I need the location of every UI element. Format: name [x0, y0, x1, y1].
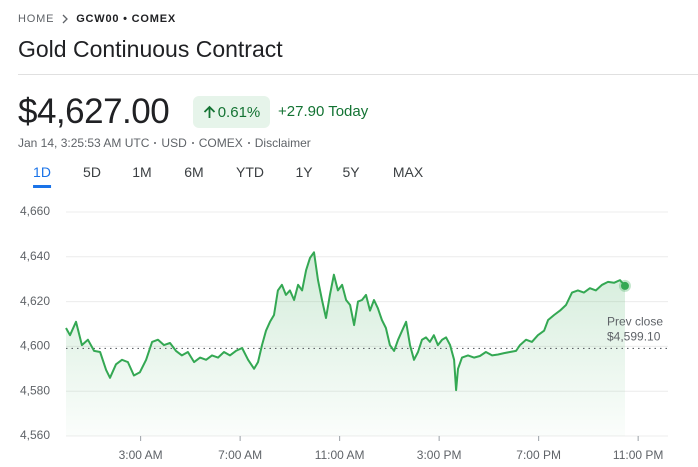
up-arrow-icon: [203, 105, 215, 118]
page-title: Gold Continuous Contract: [18, 36, 283, 62]
y-tick-label: 4,660: [20, 204, 50, 218]
separator-dot: [154, 142, 157, 144]
prev-close-value: $4,599.10: [607, 330, 661, 344]
range-tab[interactable]: 5Y: [342, 164, 360, 180]
range-tab[interactable]: 1M: [132, 164, 152, 180]
range-tab[interactable]: 1Y: [295, 164, 313, 180]
x-tick-label: 7:00 PM: [516, 448, 561, 462]
change-chip: 0.61%: [193, 96, 270, 128]
breadcrumb-home[interactable]: HOME: [18, 13, 55, 25]
range-tab[interactable]: 6M: [184, 164, 204, 180]
x-tick-label: 7:00 AM: [218, 448, 262, 462]
range-tab[interactable]: 1D: [33, 164, 51, 188]
y-tick-label: 4,620: [20, 294, 50, 308]
quote-meta: Jan 14, 3:25:53 AM UTC USD COMEX Disclaimer: [18, 136, 311, 150]
x-tick-label: 11:00 AM: [315, 448, 365, 462]
chevron-icon: [62, 14, 69, 24]
breadcrumb-current: GCW00 • COMEX: [76, 13, 177, 25]
area: [66, 252, 625, 436]
x-tick-label: 3:00 PM: [417, 448, 462, 462]
range-tab[interactable]: YTD: [236, 164, 264, 180]
y-tick-label: 4,640: [20, 249, 50, 263]
separator-dot: [191, 142, 194, 144]
price-line: [65, 251, 626, 392]
divider: [18, 74, 698, 75]
prev-close-title: Prev close: [607, 315, 663, 329]
y-tick-label: 4,600: [20, 339, 50, 353]
meta-item: COMEX: [198, 136, 243, 150]
x-tick-label: 11:00 PM: [613, 448, 663, 462]
meta-item: USD: [161, 136, 187, 150]
y-tick-label: 4,560: [20, 428, 50, 442]
last-point: [620, 281, 629, 290]
x-tick-label: 3:00 AM: [119, 448, 163, 462]
range-tabs: 1D 5D 1M 6M YTD 1Y 5Y MAX: [0, 164, 460, 188]
separator-dot: [247, 142, 250, 144]
meta-item: Jan 14, 3:25:53 AM UTC: [18, 136, 150, 150]
range-tab[interactable]: 5D: [83, 164, 101, 180]
y-tick-label: 4,580: [20, 383, 50, 397]
change-percent: 0.61%: [217, 103, 261, 121]
price: $4,627.00: [18, 92, 170, 131]
breadcrumb: HOME GCW00 • COMEX: [18, 13, 176, 25]
range-tab[interactable]: MAX: [392, 164, 424, 180]
meta-item[interactable]: Disclaimer: [254, 136, 311, 150]
change-today: +27.90 Today: [278, 103, 369, 120]
